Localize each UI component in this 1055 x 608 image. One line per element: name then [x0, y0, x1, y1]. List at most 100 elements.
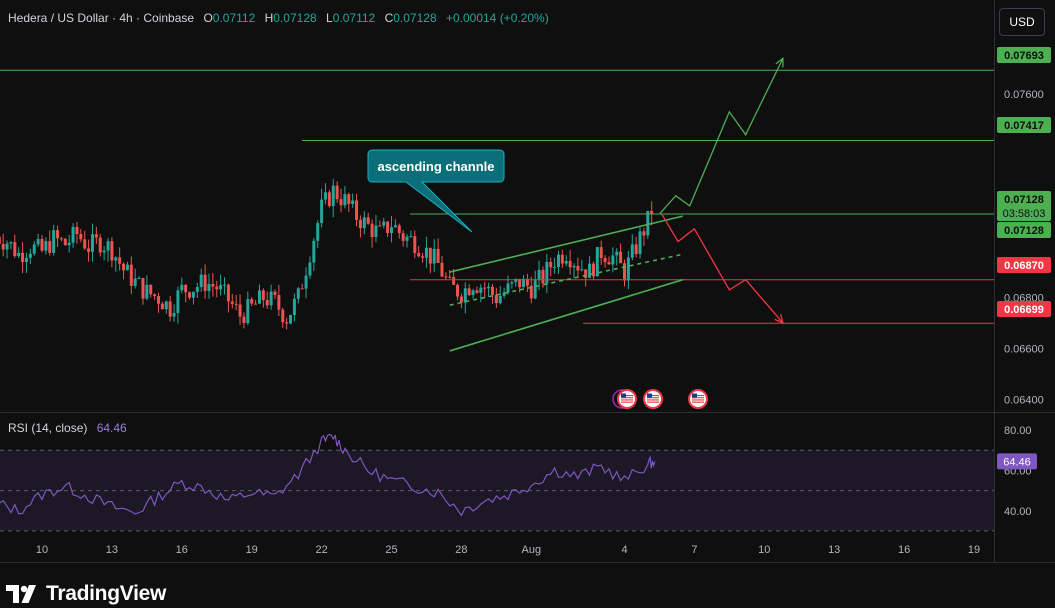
flag-stripe	[621, 399, 633, 401]
candle-body	[366, 217, 370, 224]
candle-body	[576, 265, 580, 271]
price-badge-countdown: 03:58:03	[1003, 208, 1046, 220]
price-badge-value: 0.07128	[1004, 194, 1044, 206]
candle-body	[428, 247, 432, 264]
candle	[401, 230, 405, 247]
candle	[172, 304, 176, 322]
flag-canton	[621, 393, 626, 398]
rsi-pane	[0, 420, 994, 541]
candle	[556, 250, 560, 275]
candle-body	[580, 269, 584, 271]
flag-stripe	[647, 399, 659, 401]
candle-body	[343, 194, 347, 206]
candle	[603, 255, 607, 268]
candle	[180, 277, 184, 294]
candle-body	[529, 285, 533, 299]
candle-body	[323, 192, 327, 200]
candle	[378, 220, 382, 227]
candle-body	[409, 236, 413, 238]
candle	[242, 312, 246, 329]
candle-body	[83, 239, 87, 249]
price-badge: 0.07693	[997, 47, 1051, 63]
candle-body	[347, 194, 351, 204]
flag-stripe	[692, 397, 704, 399]
candle-body	[436, 248, 440, 263]
rsi-value-badge: 64.46	[997, 453, 1037, 470]
symbol-title[interactable]: Hedera / US Dollar · 4h · Coinbase	[8, 11, 195, 25]
candle	[463, 282, 467, 314]
candle	[83, 230, 87, 250]
rsi-badge-value: 64.46	[1003, 456, 1031, 468]
tradingview-wordmark: TradingView	[46, 582, 167, 605]
candle	[362, 211, 366, 235]
candle-body	[487, 286, 491, 289]
candle-body	[90, 234, 94, 252]
candle	[634, 236, 638, 258]
flag-stripe	[647, 397, 659, 399]
candle-body	[36, 238, 40, 245]
candles	[0, 178, 654, 330]
candle	[219, 274, 223, 296]
candle-body	[650, 210, 654, 215]
candle-body	[549, 261, 553, 268]
price-badge-bg	[997, 301, 1051, 317]
flag-stripe	[621, 395, 633, 397]
candle-body	[316, 223, 320, 241]
candle	[522, 275, 526, 288]
candle-body	[537, 269, 541, 280]
candle-body	[44, 241, 48, 251]
candle	[184, 284, 188, 303]
candle	[67, 234, 71, 253]
candle	[397, 223, 401, 239]
candle-body	[421, 256, 425, 258]
rsi-header-value: 64.46	[96, 421, 127, 435]
flag-stripe	[692, 399, 704, 401]
candle-body	[250, 299, 254, 304]
candle-body	[230, 301, 234, 304]
candle-body	[588, 263, 592, 278]
time-tick-label: 22	[315, 544, 327, 556]
candle-body	[67, 242, 71, 246]
candle-body	[226, 284, 230, 302]
candle-body	[634, 244, 638, 255]
candle	[269, 284, 273, 310]
candle	[327, 189, 331, 208]
candle	[343, 186, 347, 209]
candle-body	[393, 225, 397, 228]
candle-body	[304, 275, 308, 289]
candle	[63, 237, 67, 246]
candle	[118, 247, 122, 271]
candle	[40, 235, 44, 253]
candle	[413, 230, 417, 259]
time-tick-label: 19	[968, 544, 980, 556]
currency-button[interactable]: USD	[999, 8, 1045, 36]
tradingview-logo[interactable]: TradingView	[6, 582, 166, 606]
candle	[607, 256, 611, 265]
candle-body	[246, 299, 250, 324]
bearish-projection-arrow-arrowhead	[774, 314, 784, 325]
candle	[265, 291, 269, 309]
candle	[374, 214, 378, 243]
candle	[335, 181, 339, 203]
candle-body	[362, 217, 366, 229]
candle-body	[522, 278, 526, 288]
ascending-channel-callout-text[interactable]: ascending channle	[377, 158, 495, 174]
candle-body	[168, 301, 172, 317]
candle-body	[623, 263, 626, 281]
candle-body	[553, 266, 557, 268]
candle	[21, 242, 25, 274]
candle	[254, 300, 258, 305]
rsi-header[interactable]: RSI (14, close) 64.46	[8, 421, 127, 435]
candle	[545, 254, 549, 294]
candle-body	[355, 200, 359, 220]
price-badge: 0.06699	[997, 301, 1051, 317]
channel-upper-line	[449, 215, 683, 273]
candle-body	[199, 274, 203, 288]
candle-body	[456, 284, 460, 297]
candle-body	[638, 231, 642, 255]
candle	[79, 228, 83, 243]
candle-body	[327, 192, 331, 207]
candle	[94, 226, 98, 244]
candle	[137, 276, 141, 280]
